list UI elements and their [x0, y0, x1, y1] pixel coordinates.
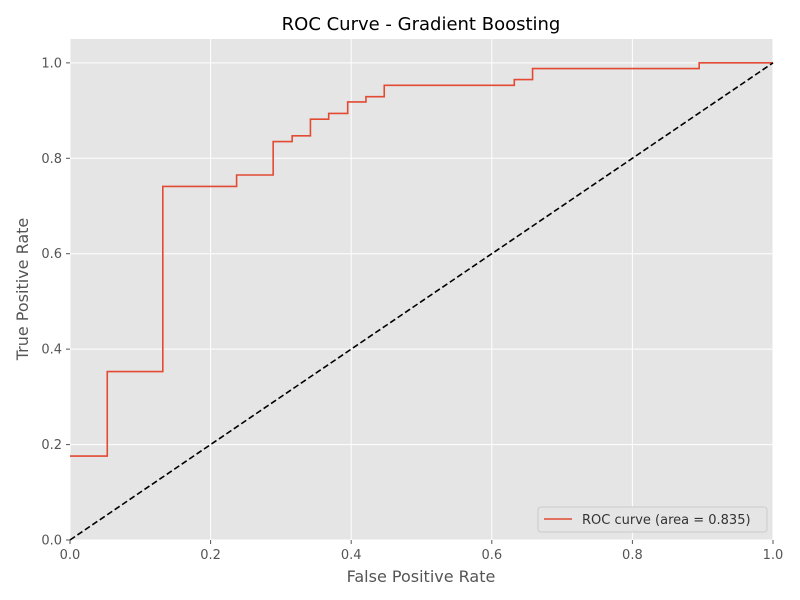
tick-labels: 0.0 0.2 0.4 0.6 0.8 1.0 0.0 0.2 0.4 0.6 0.8 1.0	[41, 56, 783, 563]
chance-diagonal-line	[69, 62, 774, 541]
y-tick-label: 0.2	[41, 438, 62, 453]
y-tick-label: 0.8	[41, 152, 62, 167]
legend: ROC curve (area = 0.835)	[537, 506, 768, 533]
x-axis-label: False Positive Rate	[347, 567, 496, 586]
x-tick-label: 0.8	[622, 548, 643, 563]
x-tick-label: 0.0	[60, 548, 81, 563]
legend-label-roc: ROC curve (area = 0.835)	[582, 513, 751, 528]
chart-title: ROC Curve - Gradient Boosting	[282, 14, 561, 35]
y-axis-label: True Positive Rate	[13, 218, 32, 362]
series-lines	[69, 62, 774, 541]
x-tick-label: 0.2	[200, 548, 221, 563]
roc-curve-line	[70, 62, 773, 457]
y-tick-label: 0.6	[41, 247, 62, 262]
y-tick-label: 0.4	[41, 343, 62, 358]
y-tick-label: 1.0	[41, 56, 62, 71]
grid-lines	[69, 39, 774, 541]
y-tick-label: 0.0	[41, 534, 62, 549]
legend-box	[537, 506, 768, 533]
x-tick-label: 1.0	[763, 548, 784, 563]
plot-area	[70, 39, 773, 540]
x-tick-label: 0.6	[481, 548, 502, 563]
x-tick-label: 0.4	[341, 548, 362, 563]
